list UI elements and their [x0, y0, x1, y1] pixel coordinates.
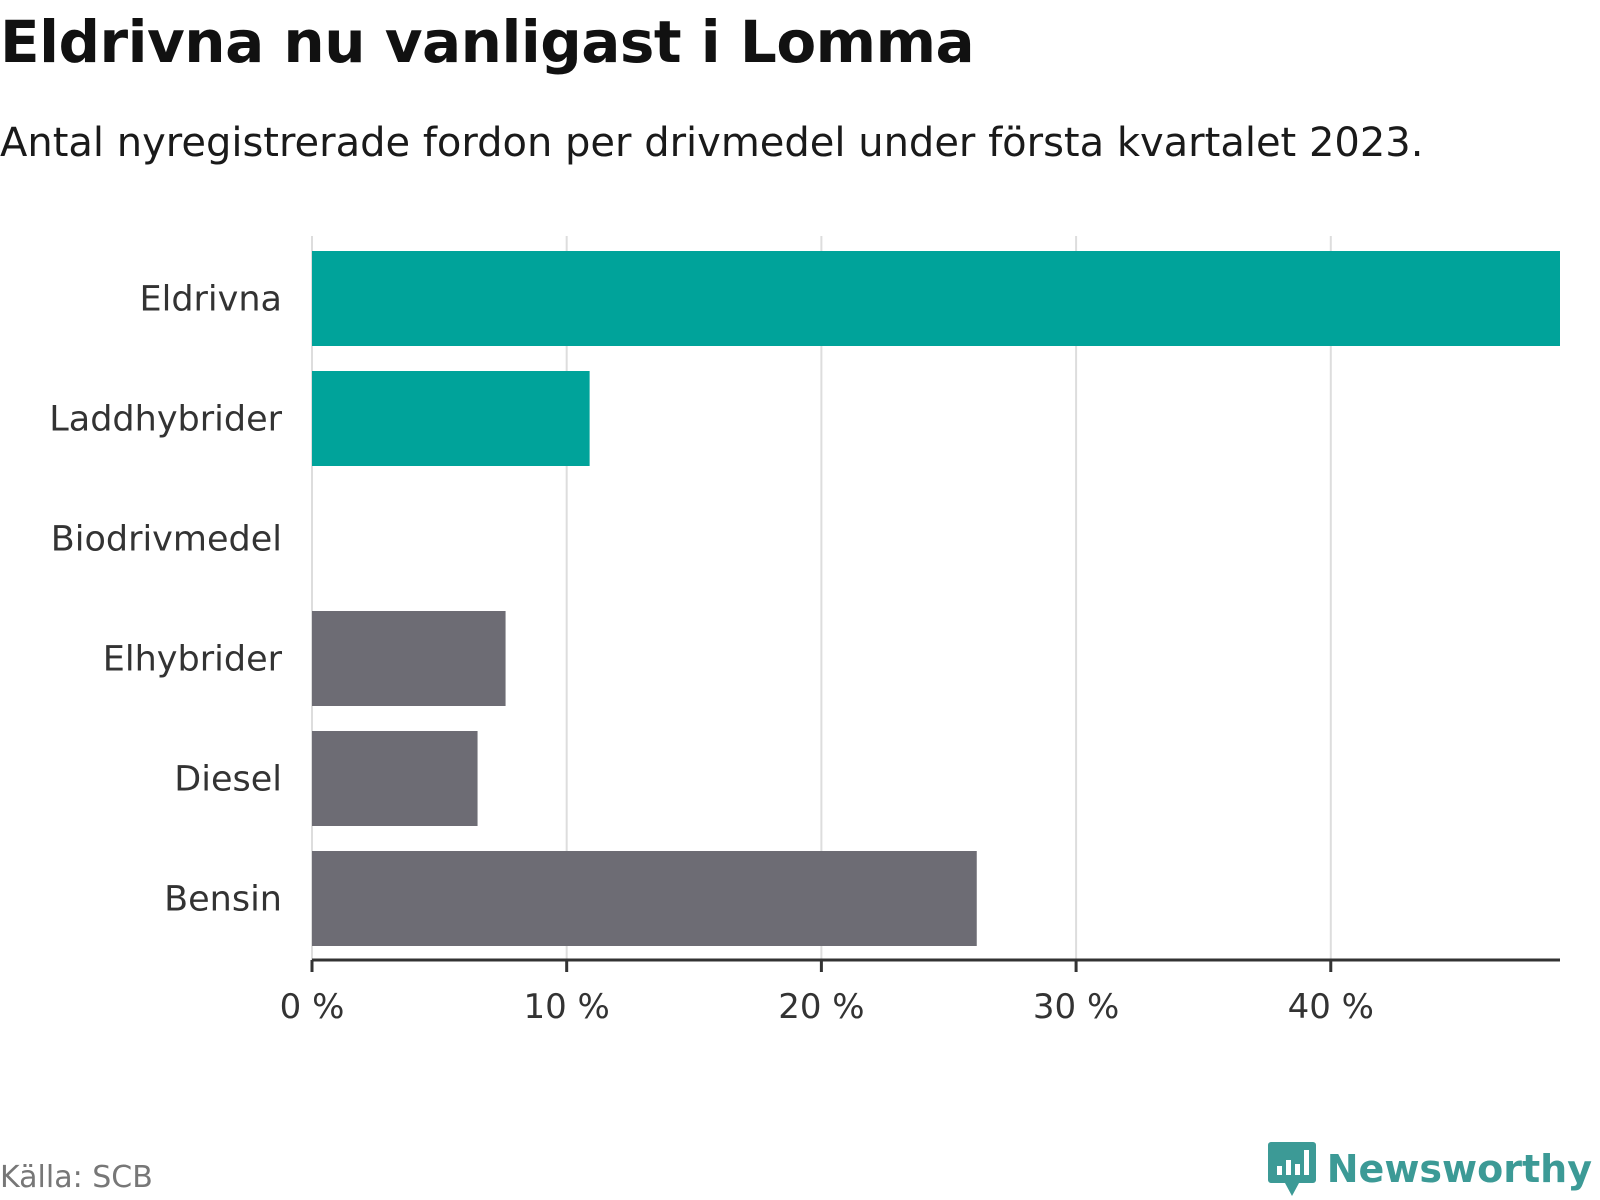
category-label-laddhybrider: Laddhybrider	[49, 400, 282, 440]
chart-title: Eldrivna nu vanligast i Lomma	[0, 8, 975, 76]
gridlines	[311, 236, 1332, 960]
source-note: Källa: SCB	[0, 1160, 153, 1195]
category-label-biodrivmedel: Biodrivmedel	[51, 520, 282, 560]
bar-chart-logo-icon	[1267, 1142, 1316, 1196]
category-label-diesel: Diesel	[174, 760, 282, 800]
bar-chart: Eldrivna Laddhybrider Biodrivmedel Elhybrid…	[49, 236, 1560, 1027]
x-tick-label-0: 0 %	[280, 987, 345, 1027]
bar-bensin	[312, 851, 977, 946]
bar-elhybrider	[312, 611, 506, 706]
category-label-eldrivna: Eldrivna	[139, 280, 282, 320]
category-label-bensin: Bensin	[164, 880, 282, 920]
brand-name: Newsworthy	[1326, 1147, 1592, 1191]
bar-diesel	[312, 731, 478, 826]
bar-laddhybrider	[312, 371, 590, 466]
x-tick-label-3: 30 %	[1033, 987, 1119, 1027]
brand-logo: Newsworthy	[1267, 1140, 1592, 1198]
x-tick-label-4: 40 %	[1288, 987, 1374, 1027]
category-labels: Eldrivna Laddhybrider Biodrivmedel Elhybrid…	[49, 280, 282, 920]
x-tick-label-1: 10 %	[523, 987, 609, 1027]
bars	[312, 251, 1560, 946]
x-tick-label-2: 20 %	[778, 987, 864, 1027]
category-label-elhybrider: Elhybrider	[103, 640, 283, 680]
chart-subtitle: Antal nyregistrerade fordon per drivmede…	[0, 120, 1424, 166]
bar-eldrivna	[312, 251, 1560, 346]
x-axis: 0 % 10 % 20 % 30 % 40 %	[280, 958, 1560, 1027]
